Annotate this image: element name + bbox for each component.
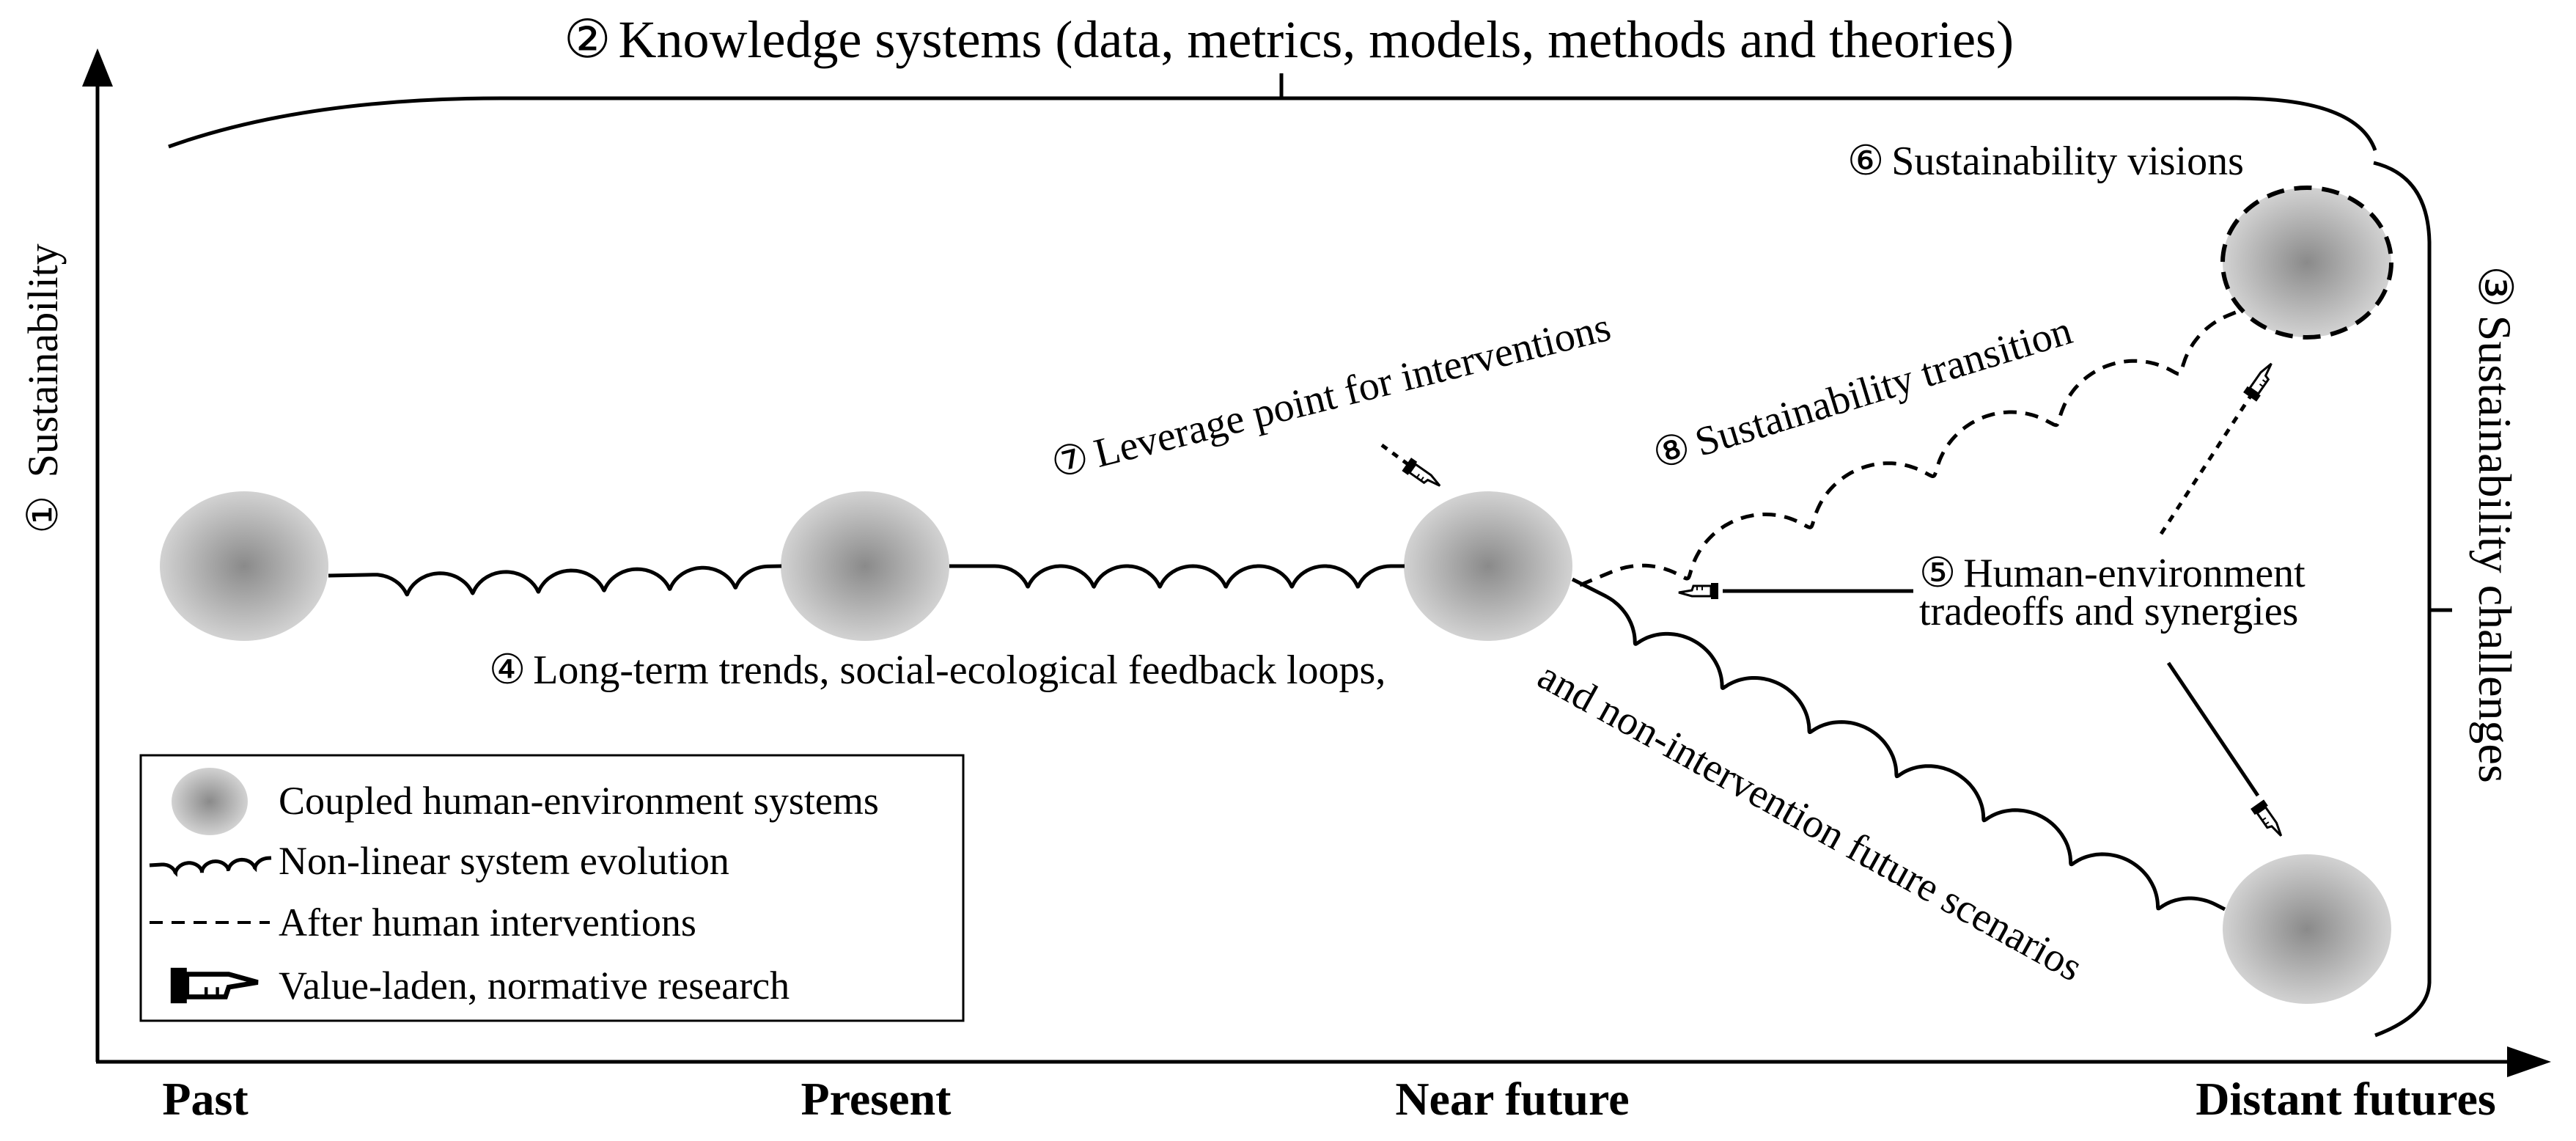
leverage-hand-icon xyxy=(1400,456,1445,495)
trends-label-a: ④ Long-term trends, social-ecological fee… xyxy=(489,647,1385,693)
legend-label-interventions: After human interventions xyxy=(279,900,696,944)
legend-label-evolution: Non-linear system evolution xyxy=(279,839,729,883)
transition-label: ⑧Sustainability transition xyxy=(1648,308,2078,479)
legend-node-swatch xyxy=(172,768,248,835)
x-tick-distant-futures: Distant futures xyxy=(2196,1073,2496,1125)
tradeoffs-hand-down-icon xyxy=(2249,798,2288,843)
knowledge-label: ② Knowledge systems (data, metrics, model… xyxy=(564,10,2014,69)
legend-box xyxy=(139,754,965,1022)
evolution-path-past-present xyxy=(328,564,782,597)
x-tick-near-future: Near future xyxy=(1395,1073,1629,1125)
tradeoffs-hand-up-icon xyxy=(2242,359,2281,403)
challenges-label: ③Sustainability challenges xyxy=(2469,265,2521,782)
tradeoffs-label-line1: ⑤ Human-environment xyxy=(1919,551,2305,596)
leverage-label: ⑦Leverage point for interventions xyxy=(1047,304,1615,488)
y-axis-title: Sustainability xyxy=(19,243,67,477)
tradeoffs-dotted-to-vision xyxy=(2159,395,2253,535)
y-axis-arrow xyxy=(82,48,113,87)
y-axis-number: ① xyxy=(19,496,67,534)
trends-label-b: and non-intervention future scenarios xyxy=(1531,653,2090,991)
tradeoffs-hand-left-icon xyxy=(1677,581,1720,601)
x-axis-arrow xyxy=(2507,1046,2551,1077)
node-distant-bau xyxy=(2223,854,2391,1004)
node-past xyxy=(160,491,328,641)
x-tick-present: Present xyxy=(801,1073,952,1125)
legend: Coupled human-environment systems Non-li… xyxy=(139,754,965,1022)
challenges-brace xyxy=(2373,161,2432,1038)
x-tick-past: Past xyxy=(162,1073,249,1125)
axes xyxy=(82,48,2551,1077)
knowledge-brace xyxy=(168,96,2377,151)
node-vision xyxy=(2220,186,2393,340)
visions-label: ⑥ Sustainability visions xyxy=(1847,139,2244,184)
transition-path xyxy=(1579,309,2238,587)
tradeoffs-label-line2: tradeoffs and synergies xyxy=(1919,589,2298,634)
legend-loop-swatch xyxy=(149,856,272,877)
legend-label-systems: Coupled human-environment systems xyxy=(279,779,879,823)
evolution-path-present-near xyxy=(949,564,1405,590)
legend-label-normative: Value-laden, normative research xyxy=(279,964,790,1008)
tradeoffs-line-to-distant xyxy=(2166,661,2260,797)
y-axis-label: ① Sustainability xyxy=(19,243,67,534)
node-near-future xyxy=(1404,491,1572,641)
node-present xyxy=(781,491,949,641)
evolution-path-near-distant xyxy=(1571,577,2226,911)
